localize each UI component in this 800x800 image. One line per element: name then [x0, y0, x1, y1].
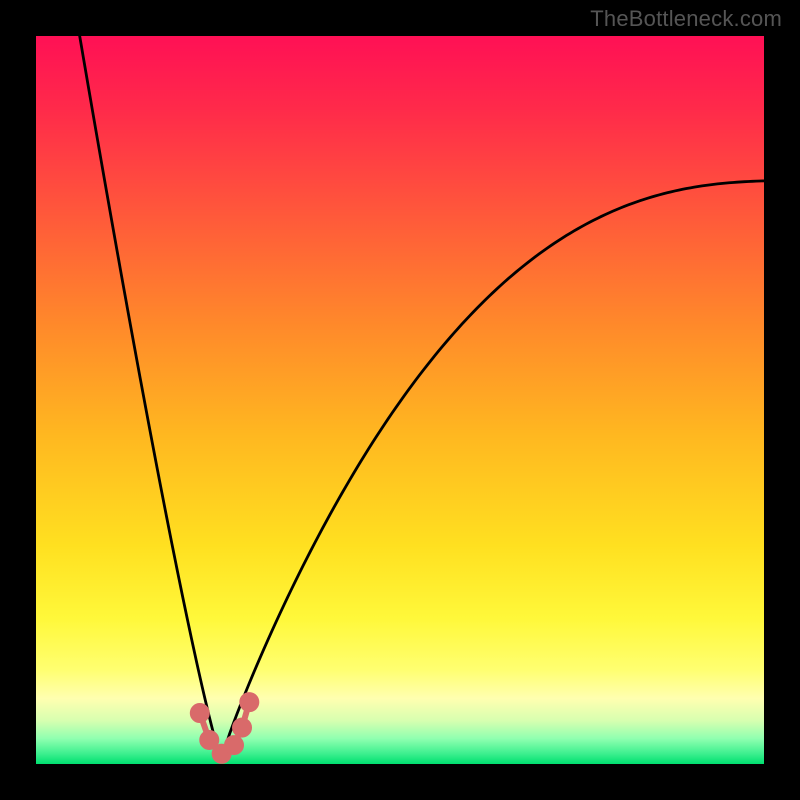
plot-area — [36, 36, 764, 764]
highlight-marker — [233, 719, 251, 737]
highlight-marker — [191, 704, 209, 722]
highlight-marker — [240, 693, 258, 711]
attribution-label: TheBottleneck.com — [590, 6, 782, 32]
canvas-frame: TheBottleneck.com — [0, 0, 800, 800]
highlight-marker — [225, 736, 243, 754]
bottleneck-curve — [36, 36, 764, 764]
